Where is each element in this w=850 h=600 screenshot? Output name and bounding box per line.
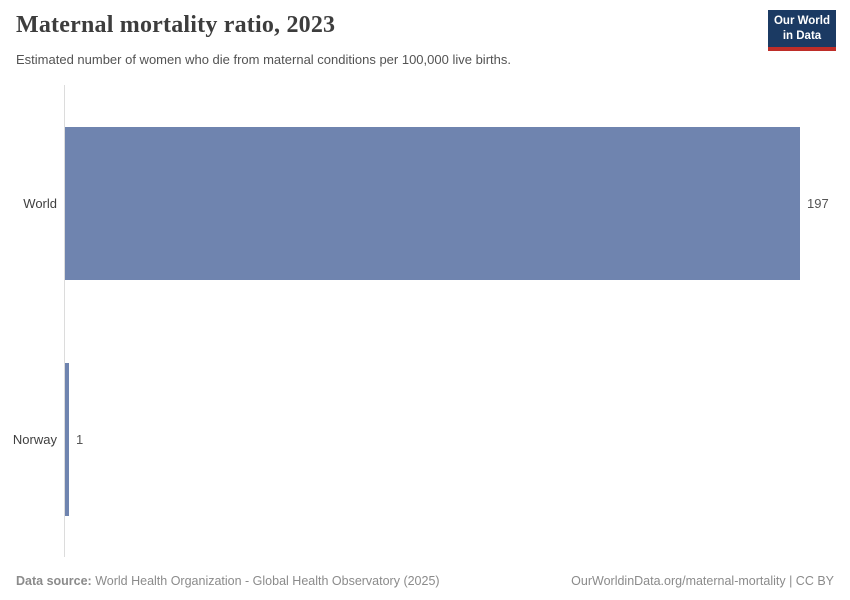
value-label: 1 bbox=[76, 431, 84, 447]
bar-chart: World 197 Norway 1 bbox=[0, 85, 850, 557]
owid-logo[interactable]: Our World in Data bbox=[768, 10, 836, 51]
data-source: Data source: World Health Organization -… bbox=[16, 574, 440, 588]
data-source-label: Data source: bbox=[16, 574, 92, 588]
page-title: Maternal mortality ratio, 2023 bbox=[16, 12, 336, 38]
data-source-text: World Health Organization - Global Healt… bbox=[91, 574, 440, 588]
chart-footer: Data source: World Health Organization -… bbox=[16, 574, 834, 588]
bar-norway[interactable] bbox=[65, 362, 69, 516]
bar-rows: World 197 Norway 1 bbox=[0, 85, 850, 557]
chart-subtitle: Estimated number of women who die from m… bbox=[16, 52, 511, 67]
entity-label: World bbox=[23, 195, 57, 211]
entity-label: Norway bbox=[12, 431, 57, 447]
bar-row-norway: Norway 1 bbox=[0, 321, 850, 557]
y-axis-line bbox=[64, 85, 65, 557]
bar-row-world: World 197 bbox=[0, 85, 850, 321]
footer-link[interactable]: OurWorldinData.org/maternal-mortality | … bbox=[571, 574, 834, 588]
logo-line2: in Data bbox=[782, 29, 822, 42]
value-label: 197 bbox=[807, 195, 829, 211]
logo-line1: Our World bbox=[773, 15, 830, 28]
bar-world[interactable] bbox=[65, 126, 800, 280]
